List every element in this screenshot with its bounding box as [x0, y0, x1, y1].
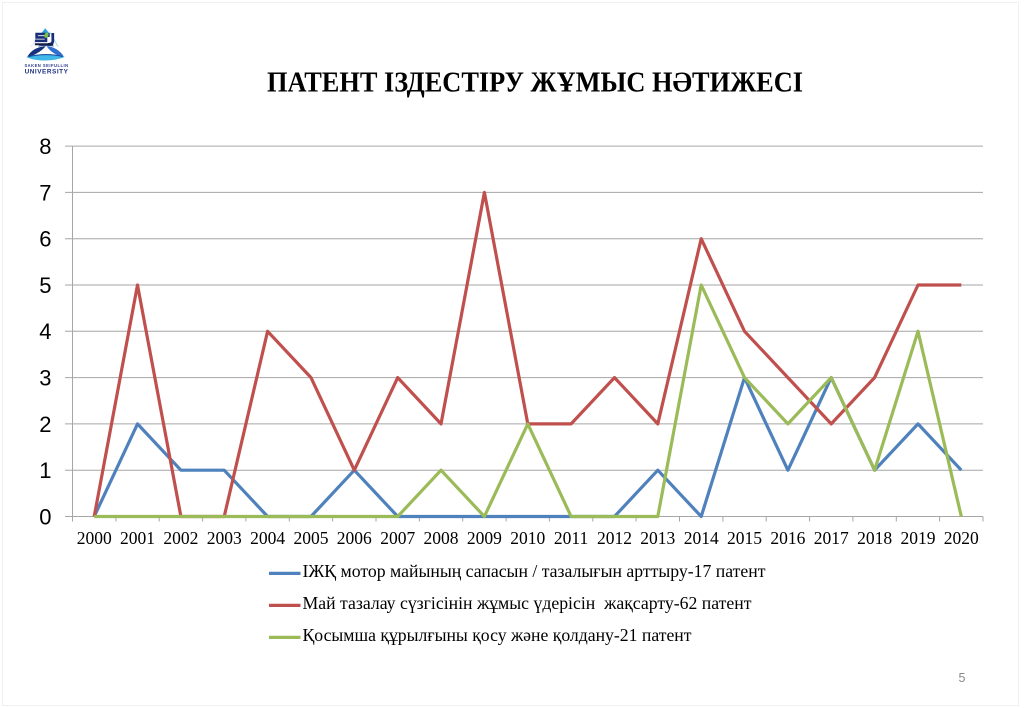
- svg-text:2005: 2005: [294, 528, 329, 548]
- svg-text:3: 3: [39, 366, 51, 391]
- svg-text:2016: 2016: [770, 528, 805, 548]
- svg-text:7: 7: [39, 180, 51, 205]
- svg-text:5: 5: [959, 671, 966, 685]
- svg-text:2014: 2014: [684, 528, 719, 548]
- svg-text:2003: 2003: [207, 528, 242, 548]
- svg-text:SAKEN SEIFULLIN: SAKEN SEIFULLIN: [24, 63, 68, 68]
- svg-text:2008: 2008: [424, 528, 459, 548]
- svg-text:2010: 2010: [510, 528, 545, 548]
- svg-text:UNIVERSITY: UNIVERSITY: [25, 69, 69, 76]
- svg-text:2012: 2012: [597, 528, 632, 548]
- svg-text:1: 1: [39, 458, 51, 483]
- svg-text:2004: 2004: [250, 528, 285, 548]
- svg-text:6: 6: [39, 227, 51, 252]
- svg-text:2020: 2020: [944, 528, 979, 548]
- svg-text:2000: 2000: [77, 528, 112, 548]
- svg-text:2013: 2013: [640, 528, 675, 548]
- svg-text:ПАТЕНТ ІЗДЕСТІРУ ЖҰМЫС НӘТИЖЕС: ПАТЕНТ ІЗДЕСТІРУ ЖҰМЫС НӘТИЖЕСІ: [267, 67, 803, 98]
- svg-text:2001: 2001: [120, 528, 155, 548]
- svg-text:2019: 2019: [901, 528, 936, 548]
- svg-text:4: 4: [39, 319, 51, 344]
- svg-text:2002: 2002: [163, 528, 198, 548]
- svg-text:ІЖҚ мотор майының сапасын / та: ІЖҚ мотор майының сапасын / тазалығын ар…: [303, 561, 766, 581]
- svg-text:Қосымша құрылғыны қосу және қо: Қосымша құрылғыны қосу және қолдану-21 п…: [303, 625, 692, 645]
- svg-text:2018: 2018: [857, 528, 892, 548]
- svg-text:2009: 2009: [467, 528, 502, 548]
- svg-text:0: 0: [39, 504, 51, 529]
- svg-text:2015: 2015: [727, 528, 762, 548]
- svg-text:5: 5: [39, 273, 51, 298]
- svg-text:2: 2: [39, 412, 51, 437]
- svg-text:2007: 2007: [380, 528, 415, 548]
- svg-text:8: 8: [39, 134, 51, 159]
- svg-text:2006: 2006: [337, 528, 372, 548]
- svg-text:2011: 2011: [554, 528, 588, 548]
- svg-text:2017: 2017: [814, 528, 849, 548]
- svg-text:Май тазалау сүзгісінін жұмыс ү: Май тазалау сүзгісінін жұмыс үдерісін жа…: [303, 593, 752, 613]
